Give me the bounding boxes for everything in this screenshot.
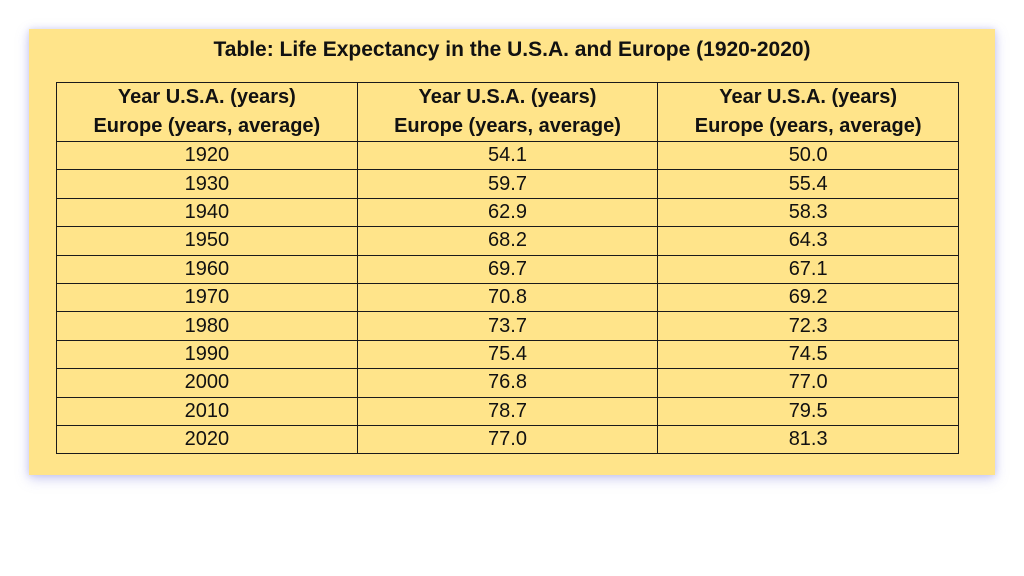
- table-title: Table: Life Expectancy in the U.S.A. and…: [213, 38, 811, 61]
- table-row: 1920 54.1 50.0: [56, 140, 959, 171]
- table-row: 1960 69.7 67.1: [56, 254, 959, 284]
- usa-value-cell: 54.1: [356, 140, 659, 171]
- usa-value-cell: 62.9: [356, 197, 659, 228]
- usa-value-cell: 75.4: [356, 339, 659, 370]
- year-cell: 1950: [56, 226, 358, 256]
- year-cell: 1970: [56, 282, 358, 313]
- column-header-line: Year U.S.A. (years): [418, 86, 597, 108]
- year-cell: 1990: [56, 339, 358, 370]
- europe-value-cell: 74.5: [657, 339, 959, 370]
- column-header-line: Year U.S.A. (years): [719, 86, 898, 108]
- column-header-line: Year U.S.A. (years): [117, 86, 296, 108]
- column-header-line: Europe (years, average): [694, 115, 922, 137]
- europe-value-cell: 69.2: [657, 282, 959, 313]
- year-cell: 1960: [56, 254, 358, 284]
- usa-value-cell: 78.7: [356, 396, 659, 426]
- table-row: 2000 76.8 77.0: [56, 368, 959, 398]
- life-expectancy-table: Year U.S.A. (years) Europe (years, avera…: [56, 82, 959, 455]
- table-body: 1920 54.1 50.0 1930 59.7 55.4 1940 62.9 58.3 1950…: [56, 140, 959, 455]
- year-cell: 1940: [56, 197, 358, 228]
- europe-value-cell: 67.1: [657, 254, 959, 284]
- table-row: 2010 78.7 79.5: [56, 396, 959, 426]
- europe-value-cell: 64.3: [657, 226, 959, 256]
- usa-value-cell: 69.7: [356, 254, 659, 284]
- usa-value-cell: 73.7: [356, 311, 659, 341]
- column-header: Year U.S.A. (years) Europe (years, avera…: [56, 82, 358, 142]
- column-header-line: Europe (years, average): [394, 115, 621, 137]
- header-row: Year U.S.A. (years) Europe (years, avera…: [56, 82, 959, 142]
- year-cell: 2000: [56, 368, 358, 398]
- usa-value-cell: 70.8: [356, 282, 659, 313]
- table-row: 1950 68.2 64.3: [56, 226, 959, 256]
- europe-value-cell: 72.3: [657, 311, 959, 341]
- table-row: 1990 75.4 74.5: [56, 339, 959, 370]
- column-header-line: Europe (years, average): [93, 115, 321, 137]
- europe-value-cell: 81.3: [657, 424, 959, 455]
- table-panel: Table: Life Expectancy in the U.S.A. and…: [29, 29, 995, 475]
- europe-value-cell: 58.3: [657, 197, 959, 228]
- year-cell: 1920: [56, 140, 358, 171]
- table-row: 1930 59.7 55.4: [56, 169, 959, 199]
- usa-value-cell: 76.8: [356, 368, 659, 398]
- column-header: Year U.S.A. (years) Europe (years, avera…: [356, 82, 659, 142]
- usa-value-cell: 77.0: [356, 424, 659, 455]
- europe-value-cell: 77.0: [657, 368, 959, 398]
- year-cell: 2020: [56, 424, 358, 455]
- usa-value-cell: 68.2: [356, 226, 659, 256]
- europe-value-cell: 79.5: [657, 396, 959, 426]
- table-row: 1940 62.9 58.3: [56, 197, 959, 228]
- column-header: Year U.S.A. (years) Europe (years, avera…: [657, 82, 959, 142]
- table-row: 1970 70.8 69.2: [56, 282, 959, 313]
- year-cell: 1930: [56, 169, 358, 199]
- table-row: 1980 73.7 72.3: [56, 311, 959, 341]
- usa-value-cell: 59.7: [356, 169, 659, 199]
- table-row: 2020 77.0 81.3: [56, 424, 959, 455]
- europe-value-cell: 50.0: [657, 140, 959, 171]
- year-cell: 2010: [56, 396, 358, 426]
- year-cell: 1980: [56, 311, 358, 341]
- europe-value-cell: 55.4: [657, 169, 959, 199]
